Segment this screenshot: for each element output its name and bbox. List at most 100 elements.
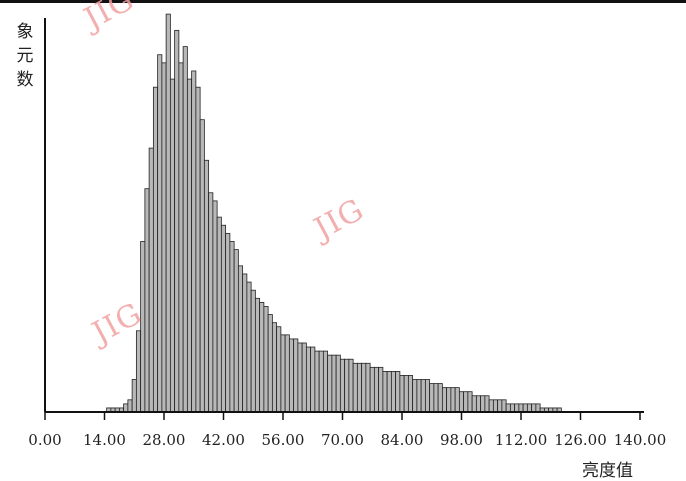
x-tick-label: 0.00 xyxy=(28,431,61,449)
histogram-bar xyxy=(191,70,197,413)
histogram-bar xyxy=(152,86,159,413)
histogram-bar xyxy=(297,342,303,413)
x-axis-ticks: 0.00 14.00 28.00 42.00 56.00 70.00 84.00 98.00 1… xyxy=(28,412,666,449)
histogram-bar xyxy=(165,13,171,413)
histogram-bar xyxy=(437,383,443,413)
histogram-bar xyxy=(276,326,282,413)
histogram-bar xyxy=(395,370,401,413)
x-tick-label: 140.00 xyxy=(614,431,667,449)
histogram-bar xyxy=(463,391,469,413)
histogram-bars xyxy=(106,13,562,413)
histogram-bar xyxy=(335,354,341,413)
histogram-bar xyxy=(195,86,201,413)
histogram-bar xyxy=(458,391,465,413)
histogram-bar xyxy=(480,395,486,413)
histogram-bar xyxy=(535,403,541,413)
histogram-bar xyxy=(331,354,337,413)
histogram-bar xyxy=(237,265,244,413)
histogram-bar xyxy=(250,289,256,413)
histogram-bar xyxy=(509,403,516,413)
histogram-bar xyxy=(505,403,511,413)
histogram-bar xyxy=(157,54,163,413)
histogram-bar xyxy=(233,249,239,413)
histogram-bar xyxy=(284,334,290,413)
histogram-bar xyxy=(441,387,448,413)
x-tick-label: 112.00 xyxy=(495,431,548,449)
histogram-bar xyxy=(327,354,333,413)
x-tick-label: 84.00 xyxy=(381,431,424,449)
histogram-bar xyxy=(382,370,388,413)
histogram-bar xyxy=(501,399,507,413)
histogram-bar xyxy=(454,387,460,413)
histogram-bar xyxy=(254,297,261,413)
histogram-bar xyxy=(446,387,452,413)
histogram-bar xyxy=(322,350,329,413)
histogram-bar xyxy=(467,391,473,413)
histogram-bar xyxy=(123,403,129,413)
histogram-bar xyxy=(356,362,363,413)
histogram-bar xyxy=(318,350,324,413)
histogram-bar xyxy=(203,159,210,413)
histogram-bar xyxy=(484,395,490,413)
histogram-bar xyxy=(131,379,137,413)
histogram-bar xyxy=(148,147,154,413)
y-axis-label: 象元数 xyxy=(14,20,36,92)
histogram-bar xyxy=(339,358,346,413)
x-tick-label: 56.00 xyxy=(262,431,305,449)
x-tick-label: 70.00 xyxy=(321,431,364,449)
histogram-bar xyxy=(229,241,235,413)
histogram-bar xyxy=(526,403,533,413)
histogram-bar xyxy=(182,46,188,413)
histogram-bar xyxy=(174,29,180,413)
histogram-bar xyxy=(344,358,350,413)
histogram-bar xyxy=(475,395,482,413)
histogram-bar xyxy=(178,62,184,413)
histogram-bar xyxy=(263,306,269,413)
histogram-bar xyxy=(365,362,371,413)
histogram-bar xyxy=(378,366,384,413)
histogram-bar xyxy=(514,403,520,413)
x-tick-label: 14.00 xyxy=(83,431,126,449)
x-tick-label: 28.00 xyxy=(143,431,186,449)
histogram-bar xyxy=(348,358,354,413)
histogram-bar xyxy=(412,379,418,413)
histogram-bar xyxy=(403,375,409,413)
histogram-bar xyxy=(310,346,316,413)
histogram-bar xyxy=(416,379,422,413)
histogram-bar xyxy=(305,346,312,413)
histogram-bar xyxy=(352,362,358,413)
histogram-bar xyxy=(471,395,477,413)
x-tick-label: 126.00 xyxy=(554,431,607,449)
x-tick-label: 98.00 xyxy=(440,431,483,449)
histogram-bar xyxy=(220,224,227,413)
y-axis-label-text: 象元数 xyxy=(16,22,34,90)
histogram-bar xyxy=(492,399,499,413)
histogram-bar xyxy=(293,338,299,413)
histogram-bar xyxy=(390,370,397,413)
histogram-bar xyxy=(127,399,133,413)
histogram-bar xyxy=(373,366,380,413)
histogram-bar xyxy=(399,375,405,413)
histogram-bar xyxy=(144,188,150,413)
histogram-bar xyxy=(169,78,176,413)
histogram-bar xyxy=(497,399,503,413)
histogram-bar xyxy=(135,330,142,413)
histogram-bar xyxy=(450,387,456,413)
histogram-bar xyxy=(271,322,278,413)
histogram-bar xyxy=(301,342,307,413)
histogram-bar xyxy=(225,232,231,413)
histogram-bar xyxy=(407,375,414,413)
histogram-bar xyxy=(216,216,222,413)
histogram-bar xyxy=(288,338,295,413)
histogram-bar xyxy=(314,350,320,413)
top-border xyxy=(0,0,686,3)
histogram-bar xyxy=(488,399,494,413)
histogram-bar xyxy=(361,362,367,413)
histogram-bar xyxy=(280,334,286,413)
histogram-bar xyxy=(386,370,392,413)
histogram-bar xyxy=(518,403,524,413)
histogram-bar xyxy=(259,301,265,413)
histogram-bar xyxy=(424,379,431,413)
histogram-bar xyxy=(420,379,426,413)
